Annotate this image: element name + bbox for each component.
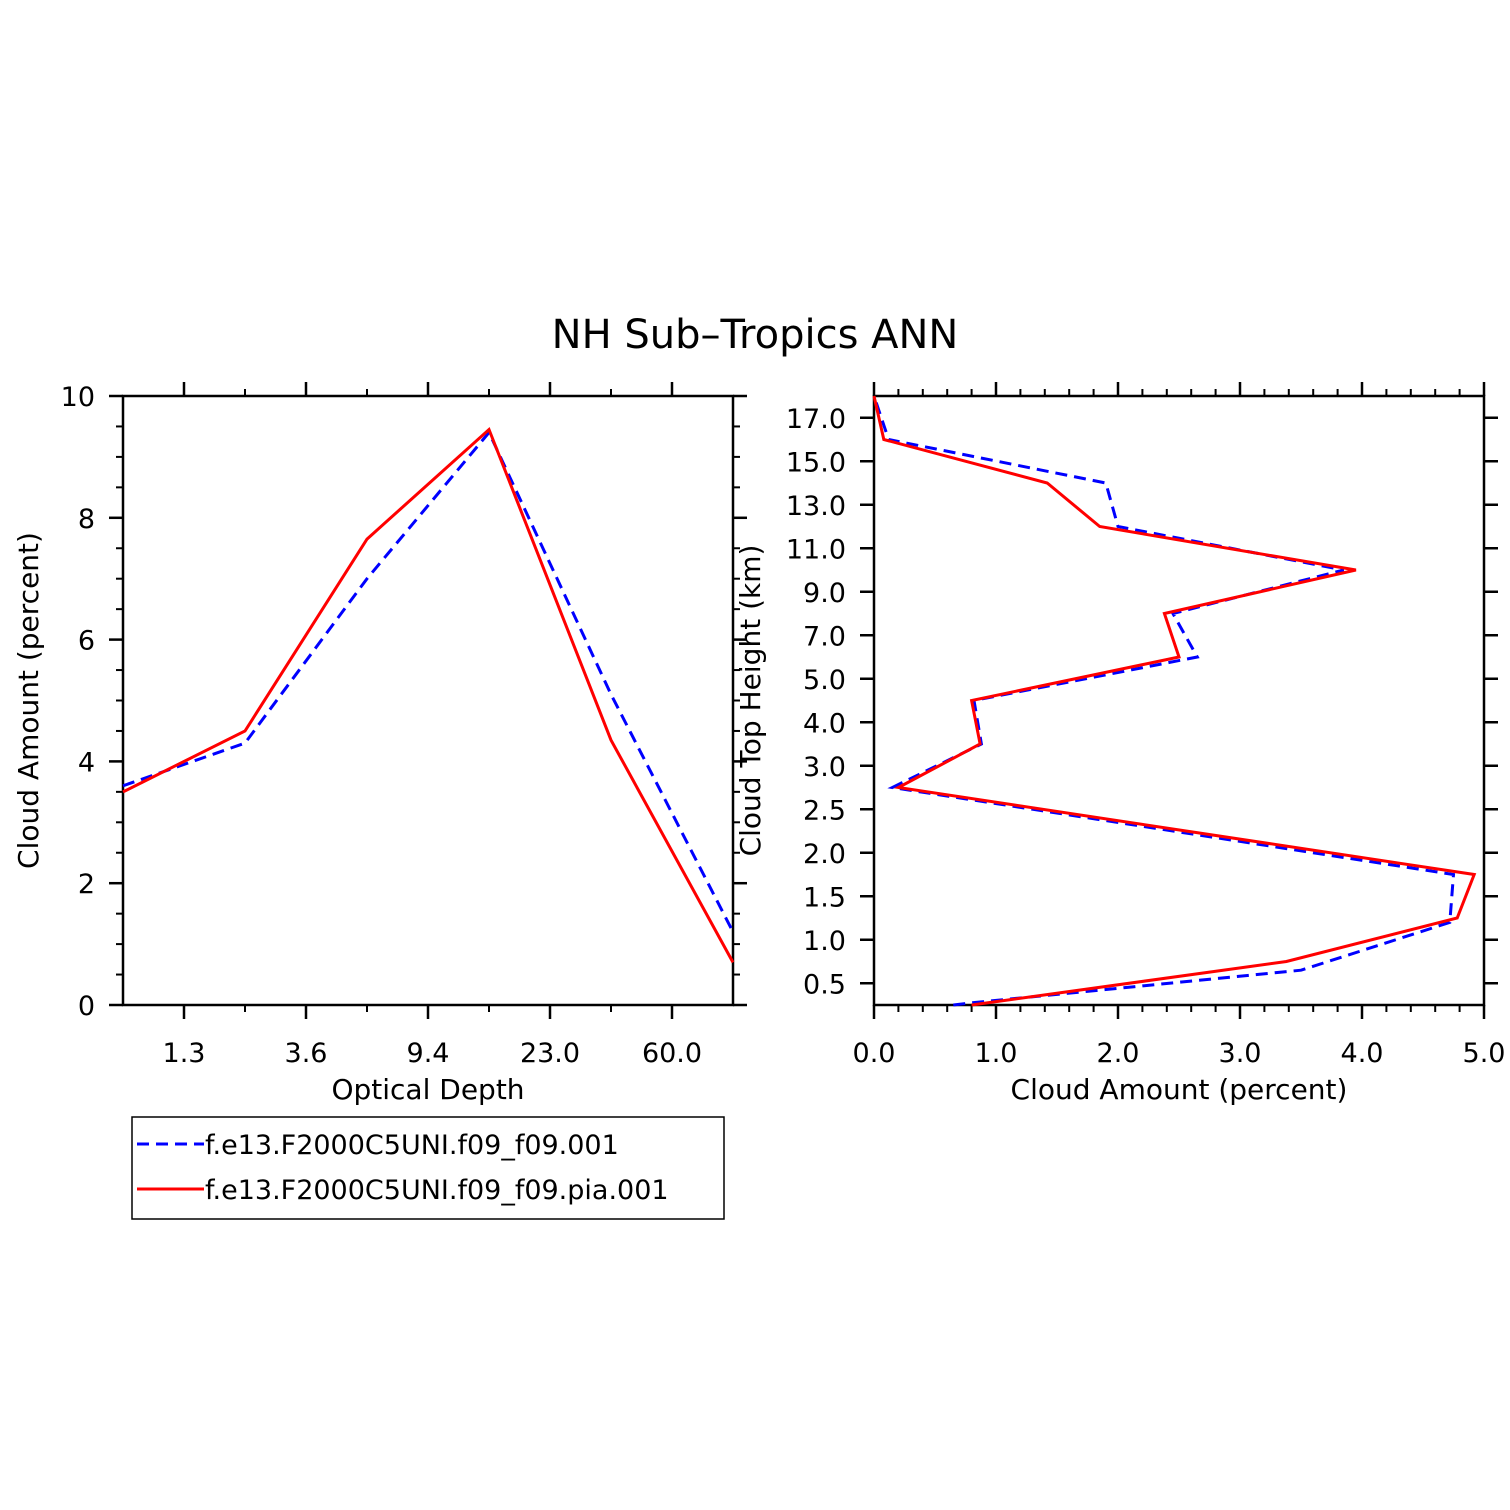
right-ytick-label: 1.0 [803,926,846,957]
right-ytick-label: 7.0 [803,621,846,652]
right-xtick-label: 5.0 [1463,1038,1506,1069]
right-ytick-label: 0.5 [803,969,846,1000]
left-ytick-label: 0 [78,991,95,1022]
right-xtick-label: 3.0 [1219,1038,1262,1069]
right-xtick-label: 2.0 [1097,1038,1140,1069]
legend-box [131,1116,725,1220]
left-ytick-label: 4 [78,747,95,778]
left-xtick-label: 60.0 [642,1038,702,1069]
right-axes-frame [872,394,1486,1007]
left-panel-optical-depth: 1.3 3.6 9.4 23.0 60.0 0 2 4 6 8 10 Optical Depth Clo… [12,382,747,1106]
left-ytick-label: 8 [78,504,95,535]
right-series-line-a [872,395,1456,1007]
right-xtick-label: 0.0 [853,1038,896,1069]
right-xtick-label: 4.0 [1341,1038,1384,1069]
right-panel-cloud-top-height: 0.0 1.0 2.0 3.0 4.0 5.0 0.5 1.0 1.5 2.0 2.5 3.0 4.0 5… [734,382,1505,1106]
right-ytick-label: 3.0 [803,752,846,783]
legend: f.e13.F2000C5UNI.f09_f09.001 f.e13.F2000… [131,1116,725,1220]
right-ytick-label: 11.0 [786,534,846,565]
left-ytick-label: 6 [78,626,95,657]
left-xtick-label: 23.0 [520,1038,580,1069]
left-xtick-label: 3.6 [285,1038,328,1069]
legend-label-series-a: f.e13.F2000C5UNI.f09_f09.001 [205,1130,619,1161]
right-ytick-label: 1.5 [803,882,846,913]
left-xtick-label: 1.3 [163,1038,206,1069]
left-series-line-b [122,426,735,964]
right-ytick-label: 9.0 [803,578,846,609]
right-ytick-label: 17.0 [786,404,846,435]
right-series-line-b [872,395,1477,1007]
right-ytick-label: 5.0 [803,665,846,696]
left-ytick-label: 2 [78,869,95,900]
right-ytick-label: 4.0 [803,708,846,739]
right-ytick-label: 2.5 [803,795,846,826]
left-series-line-a [122,429,735,933]
figure-title: NH Sub–Tropics ANN [552,312,959,358]
right-ytick-label: 13.0 [786,491,846,522]
right-xaxis-label: Cloud Amount (percent) [1011,1073,1348,1106]
legend-label-series-b: f.e13.F2000C5UNI.f09_f09.pia.001 [205,1175,669,1206]
right-xtick-label: 1.0 [975,1038,1018,1069]
left-xaxis-label: Optical Depth [331,1073,524,1106]
right-yaxis-label: Cloud Top Height (km) [734,545,767,857]
left-axes-frame [121,394,735,1007]
left-xtick-label: 9.4 [407,1038,450,1069]
right-ytick-label: 2.0 [803,839,846,870]
left-yaxis-label: Cloud Amount (percent) [12,532,45,869]
right-ytick-label: 15.0 [786,447,846,478]
left-ytick-label: 10 [61,382,95,413]
